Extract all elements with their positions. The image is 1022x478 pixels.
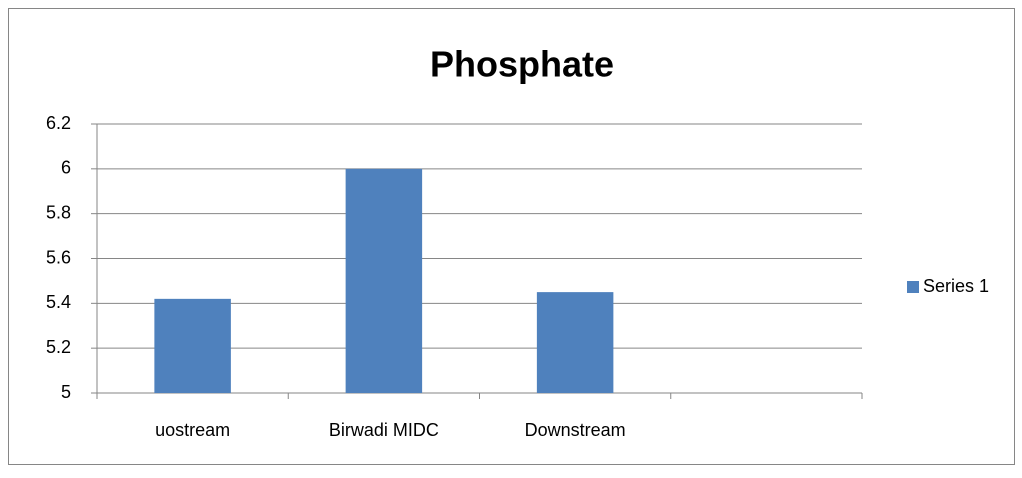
y-tick-label: 5.2 [46,337,71,357]
legend-label: Series 1 [923,276,989,296]
bar [154,298,231,393]
x-tick-label: Birwadi MIDC [329,420,439,440]
y-tick-label: 6.2 [46,113,71,133]
bar [536,292,614,393]
x-tick-label: uostream [155,420,230,440]
chart-title: Phosphate [430,44,614,85]
y-tick-label: 5.4 [46,292,71,312]
legend-swatch [907,281,919,293]
y-tick-label: 5.6 [46,247,71,267]
y-tick-label: 5 [61,382,71,402]
bar [345,168,423,393]
x-tick-label: Downstream [525,420,626,440]
y-tick-label: 5.8 [46,202,71,222]
y-tick-label: 6 [61,158,71,178]
